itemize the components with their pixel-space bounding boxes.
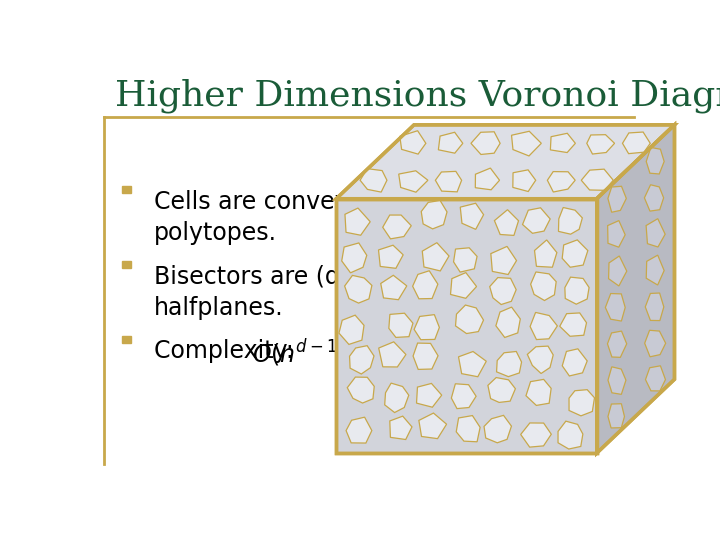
Polygon shape (531, 272, 556, 300)
Polygon shape (345, 208, 370, 235)
Polygon shape (383, 215, 411, 239)
Polygon shape (390, 416, 412, 440)
Polygon shape (608, 221, 625, 247)
Polygon shape (547, 172, 575, 192)
Polygon shape (349, 346, 374, 374)
Polygon shape (491, 246, 516, 274)
Polygon shape (550, 133, 575, 152)
Text: $O(n^{d-1})$: $O(n^{d-1})$ (252, 337, 347, 369)
Polygon shape (456, 305, 484, 334)
Polygon shape (645, 293, 664, 321)
Text: Cells are convex
polytopes.: Cells are convex polytopes. (154, 190, 348, 245)
Polygon shape (345, 275, 372, 303)
Polygon shape (496, 307, 521, 338)
Polygon shape (647, 147, 664, 174)
Polygon shape (523, 208, 550, 233)
Polygon shape (606, 294, 625, 321)
Polygon shape (436, 171, 462, 192)
Polygon shape (347, 377, 374, 403)
Polygon shape (384, 383, 409, 413)
Polygon shape (451, 273, 477, 298)
Polygon shape (417, 383, 442, 407)
Polygon shape (511, 131, 541, 156)
FancyBboxPatch shape (122, 261, 131, 268)
Polygon shape (534, 240, 557, 267)
Polygon shape (389, 313, 413, 338)
Polygon shape (527, 346, 553, 374)
Polygon shape (608, 331, 626, 357)
Polygon shape (451, 384, 476, 409)
Polygon shape (484, 415, 511, 443)
Polygon shape (454, 248, 477, 272)
Text: Higher Dimensions Voronoi Diagrams: Higher Dimensions Voronoi Diagrams (115, 79, 720, 113)
Polygon shape (562, 349, 588, 376)
FancyBboxPatch shape (122, 186, 131, 193)
Polygon shape (569, 390, 595, 416)
Polygon shape (647, 255, 664, 285)
Polygon shape (423, 242, 449, 271)
Text: Complexity:: Complexity: (154, 339, 302, 363)
Polygon shape (646, 219, 665, 247)
Polygon shape (400, 131, 426, 154)
Polygon shape (608, 256, 627, 286)
Polygon shape (399, 171, 428, 192)
Polygon shape (419, 413, 446, 438)
Polygon shape (488, 377, 516, 402)
Polygon shape (456, 416, 480, 442)
Polygon shape (597, 125, 675, 453)
Polygon shape (360, 168, 387, 192)
Polygon shape (421, 200, 447, 229)
Polygon shape (530, 313, 557, 340)
Polygon shape (644, 185, 664, 211)
Polygon shape (497, 352, 521, 376)
Polygon shape (646, 366, 665, 391)
Polygon shape (490, 278, 516, 305)
Polygon shape (587, 134, 615, 154)
Polygon shape (644, 330, 666, 357)
Polygon shape (379, 342, 406, 367)
Polygon shape (608, 186, 626, 212)
Polygon shape (623, 132, 650, 154)
Polygon shape (608, 367, 626, 394)
Polygon shape (565, 277, 589, 304)
Text: Bisectors are (d-1)-
halfplanes.: Bisectors are (d-1)- halfplanes. (154, 265, 381, 320)
Polygon shape (521, 423, 552, 447)
Polygon shape (414, 315, 439, 340)
Polygon shape (460, 203, 484, 230)
Polygon shape (346, 417, 372, 443)
Polygon shape (336, 199, 597, 453)
Polygon shape (336, 125, 675, 199)
Polygon shape (459, 352, 486, 377)
Polygon shape (342, 243, 366, 273)
FancyBboxPatch shape (122, 336, 131, 342)
Polygon shape (526, 380, 551, 406)
Polygon shape (379, 245, 403, 268)
Polygon shape (495, 210, 518, 235)
Polygon shape (559, 313, 587, 336)
Polygon shape (608, 404, 624, 428)
Polygon shape (471, 132, 500, 154)
Polygon shape (558, 421, 583, 449)
Polygon shape (339, 315, 364, 345)
Polygon shape (581, 169, 613, 190)
Polygon shape (413, 271, 438, 299)
Polygon shape (413, 343, 438, 369)
Polygon shape (559, 207, 582, 234)
Polygon shape (513, 170, 536, 192)
Polygon shape (475, 168, 500, 190)
Polygon shape (381, 275, 407, 300)
Polygon shape (562, 240, 588, 267)
Polygon shape (438, 132, 463, 153)
